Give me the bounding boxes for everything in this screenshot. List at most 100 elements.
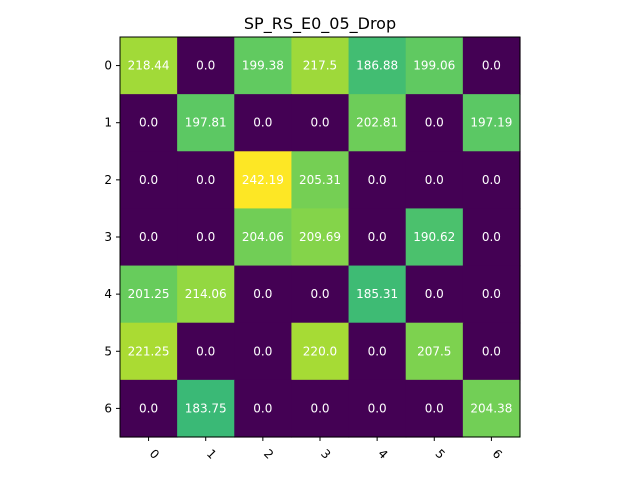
cell-value-label: 0.0 <box>310 116 329 130</box>
cell-value-label: 197.81 <box>185 116 227 130</box>
cell-value-label: 0.0 <box>482 173 501 187</box>
heatmap-cell <box>234 265 293 324</box>
heatmap-cell <box>405 322 464 381</box>
heatmap-cell <box>348 265 407 324</box>
x-tick-label: 2 <box>261 447 276 462</box>
cell-value-label: 190.62 <box>413 230 455 244</box>
heatmap-cell <box>405 379 464 438</box>
heatmap-cell <box>120 322 178 381</box>
heatmap-cell <box>462 265 521 324</box>
cell-value-label: 205.31 <box>299 173 341 187</box>
cell-value-label: 0.0 <box>196 230 215 244</box>
cell-value-label: 0.0 <box>482 287 501 301</box>
y-tick-label: 2 <box>104 173 112 187</box>
heatmap-cell <box>462 379 521 438</box>
x-tick-label: 3 <box>318 447 333 462</box>
heatmap-cells <box>120 37 521 438</box>
heatmap-cell <box>348 37 407 95</box>
cell-value-label: 0.0 <box>139 116 158 130</box>
heatmap-cell <box>348 379 407 438</box>
cell-value-label: 204.38 <box>470 401 512 415</box>
heatmap-cell <box>234 322 293 381</box>
y-tick-label: 1 <box>104 116 112 130</box>
cell-value-label: 0.0 <box>368 230 387 244</box>
cell-value-label: 218.44 <box>128 59 170 73</box>
heatmap-cell <box>405 265 464 324</box>
heatmap-cell <box>177 322 235 381</box>
y-tick-label: 3 <box>104 230 112 244</box>
cell-value-label: 0.0 <box>139 173 158 187</box>
heatmap-cell <box>291 151 350 210</box>
heatmap-cell <box>177 208 235 267</box>
x-tick-label: 4 <box>375 447 390 462</box>
heatmap-cell <box>291 37 350 95</box>
cell-value-label: 201.25 <box>128 287 170 301</box>
heatmap-cell <box>348 151 407 210</box>
y-tick-label: 6 <box>104 401 112 415</box>
heatmap-cell <box>120 94 178 152</box>
y-tick-label: 0 <box>104 59 112 73</box>
cell-value-label: 217.5 <box>303 59 337 73</box>
heatmap-cell <box>462 208 521 267</box>
y-tick-label: 5 <box>104 344 112 358</box>
heatmap-cell <box>348 322 407 381</box>
cell-value-label: 0.0 <box>196 173 215 187</box>
chart-title: SP_RS_E0_05_Drop <box>244 14 396 34</box>
heatmap-cell <box>120 208 178 267</box>
heatmap-cell <box>291 208 350 267</box>
heatmap-cell <box>234 37 293 95</box>
heatmap-cell <box>462 94 521 152</box>
heatmap-cell <box>120 265 178 324</box>
cell-value-label: 0.0 <box>482 59 501 73</box>
heatmap-cell <box>462 37 521 95</box>
heatmap-cell <box>348 208 407 267</box>
cell-value-label: 0.0 <box>196 344 215 358</box>
heatmap-cell <box>405 151 464 210</box>
heatmap-cell <box>405 37 464 95</box>
cell-value-label: 0.0 <box>425 173 444 187</box>
cell-value-label: 0.0 <box>368 401 387 415</box>
x-tick-label: 1 <box>204 447 219 462</box>
cell-value-label: 186.88 <box>356 59 398 73</box>
cell-value-label: 0.0 <box>425 287 444 301</box>
heatmap-cell <box>234 94 293 152</box>
heatmap-cell <box>405 94 464 152</box>
cell-value-label: 183.75 <box>185 401 227 415</box>
cell-value-label: 0.0 <box>196 59 215 73</box>
heatmap-cell <box>348 94 407 152</box>
heatmap-cell <box>120 37 178 95</box>
cell-value-label: 220.0 <box>303 344 337 358</box>
cell-value-label: 0.0 <box>368 344 387 358</box>
heatmap-cell <box>291 265 350 324</box>
cell-value-label: 199.06 <box>413 59 455 73</box>
heatmap-cell <box>234 379 293 438</box>
heatmap-cell <box>291 379 350 438</box>
heatmap-cell <box>177 265 235 324</box>
heatmap-cell <box>120 151 178 210</box>
heatmap-cell <box>291 94 350 152</box>
cell-value-label: 0.0 <box>253 401 272 415</box>
cell-value-label: 0.0 <box>482 344 501 358</box>
cell-value-label: 209.69 <box>299 230 341 244</box>
cell-value-label: 202.81 <box>356 116 398 130</box>
cell-value-label: 0.0 <box>253 116 272 130</box>
x-tick-label: 6 <box>490 447 505 462</box>
cell-value-label: 0.0 <box>368 173 387 187</box>
heatmap-cell <box>405 208 464 267</box>
x-axis: 0 1 2 3 4 5 6 <box>147 436 505 462</box>
cell-value-label: 221.25 <box>128 344 170 358</box>
heatmap-cell <box>177 94 235 152</box>
y-tick-label: 4 <box>104 287 112 301</box>
cell-value-label: 204.06 <box>242 230 284 244</box>
cell-value-label: 0.0 <box>139 230 158 244</box>
heatmap-cell <box>120 379 178 438</box>
cell-value-label: 0.0 <box>425 116 444 130</box>
plot-frame <box>119 36 521 438</box>
heatmap-cell <box>462 322 521 381</box>
cell-value-label: 0.0 <box>139 401 158 415</box>
heatmap-cell <box>291 322 350 381</box>
cell-value-label: 207.5 <box>417 344 451 358</box>
cell-value-label: 0.0 <box>310 287 329 301</box>
cell-value-label: 199.38 <box>242 59 284 73</box>
